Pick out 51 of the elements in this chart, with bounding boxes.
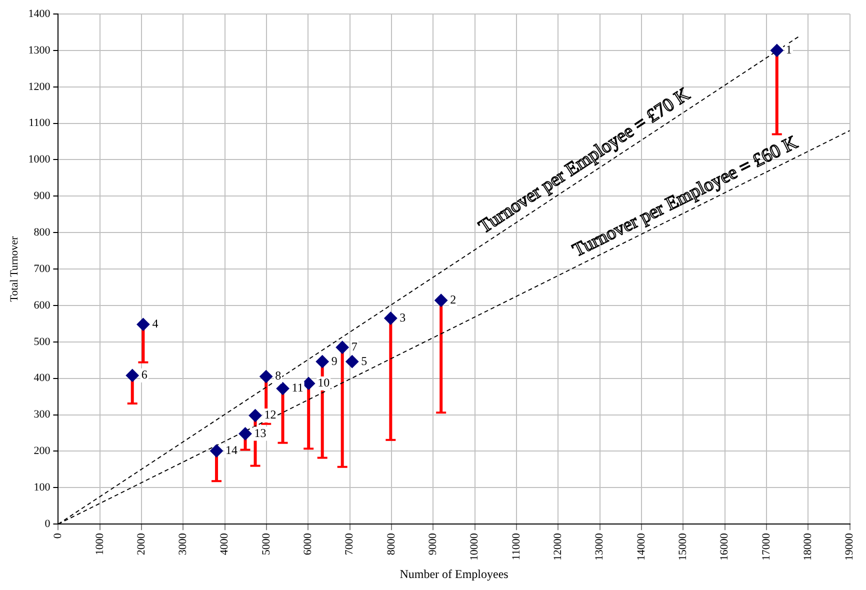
y-tick-label: 1000 bbox=[28, 154, 51, 166]
y-tick-label: 0 bbox=[44, 518, 51, 530]
x-tick-label: 11000 bbox=[510, 532, 522, 560]
x-tick-label: 7000 bbox=[344, 532, 356, 556]
y-tick-label: 400 bbox=[34, 372, 51, 384]
y-tick-label: 800 bbox=[34, 226, 51, 239]
y-tick-label: 1200 bbox=[28, 80, 51, 93]
y-tick-label: 300 bbox=[34, 408, 51, 421]
x-tick-label: 17000 bbox=[760, 532, 772, 561]
y-tick-label: 700 bbox=[34, 262, 51, 275]
x-axis-title: Number of Employees bbox=[400, 566, 509, 581]
x-tick-label: 2000 bbox=[135, 532, 148, 556]
x-tick-label: 6000 bbox=[302, 532, 314, 556]
annotation: 14 bbox=[226, 443, 238, 458]
annotation: 11 bbox=[292, 380, 304, 395]
x-tick-label: 18000 bbox=[802, 532, 814, 561]
y-tick-label: 1100 bbox=[28, 117, 51, 130]
y-tick-label: 1400 bbox=[28, 8, 51, 20]
annotation: 6 bbox=[141, 368, 148, 382]
annotation: 2 bbox=[450, 292, 456, 307]
annotation: 10 bbox=[318, 376, 330, 390]
x-tick-label: 19000 bbox=[844, 532, 856, 561]
y-axis-title: Total Turnover bbox=[8, 236, 20, 302]
x-tick-label: 14000 bbox=[635, 532, 648, 561]
x-tick-label: 0 bbox=[52, 532, 64, 539]
annotation: 8 bbox=[275, 368, 282, 383]
y-tick-label: 600 bbox=[34, 299, 51, 312]
y-tick-label: 1300 bbox=[28, 44, 51, 56]
annotation: 1 bbox=[786, 42, 792, 57]
x-tick-label: 8000 bbox=[385, 532, 398, 556]
x-tick-label: 3000 bbox=[177, 532, 190, 556]
annotation: 3 bbox=[400, 310, 406, 324]
x-tick-label: 16000 bbox=[718, 532, 731, 561]
x-tick-label: 15000 bbox=[677, 532, 690, 561]
y-tick-label: 100 bbox=[34, 482, 51, 494]
annotation: 7 bbox=[351, 340, 358, 354]
x-tick-label: 9000 bbox=[427, 532, 440, 556]
x-tick-label: 1000 bbox=[94, 532, 106, 556]
annotation: 12 bbox=[264, 408, 276, 422]
annotation: 9 bbox=[331, 354, 338, 368]
annotation: 13 bbox=[254, 426, 266, 440]
x-tick-label: 12000 bbox=[552, 532, 564, 561]
x-tick-label: 13000 bbox=[594, 532, 606, 561]
y-tick-label: 500 bbox=[34, 336, 51, 348]
x-tick-label: 4000 bbox=[218, 532, 231, 556]
x-tick-label: 5000 bbox=[260, 532, 272, 556]
y-tick-label: 900 bbox=[34, 190, 51, 202]
x-tick-label: 10000 bbox=[468, 532, 481, 561]
annotation: 5 bbox=[361, 354, 368, 368]
y-tick-label: 200 bbox=[34, 445, 51, 458]
annotation: 4 bbox=[152, 316, 158, 331]
